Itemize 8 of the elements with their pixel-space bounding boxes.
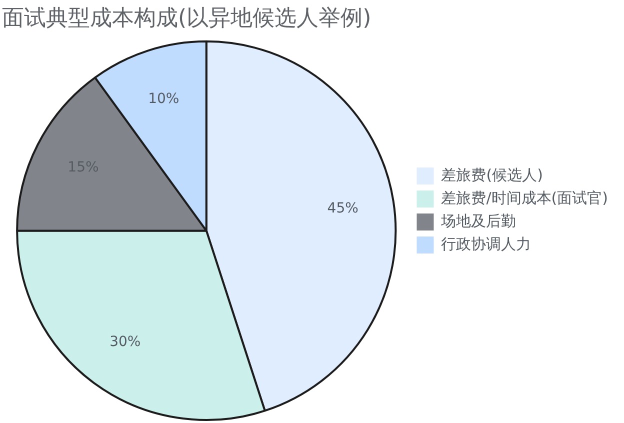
data-label: 10% — [148, 90, 180, 107]
chart-title: 面试典型成本构成(以异地候选人举例) — [2, 6, 372, 31]
data-label: 30% — [110, 334, 141, 350]
data-label: 45% — [327, 200, 358, 217]
legend-label: 场地及后勤 — [440, 212, 516, 230]
legend-label: 差旅费(候选人) — [441, 166, 543, 184]
legend-label: 差旅费/时间成本(面试官) — [441, 188, 608, 207]
legend-label: 行政协调人力 — [441, 234, 532, 253]
